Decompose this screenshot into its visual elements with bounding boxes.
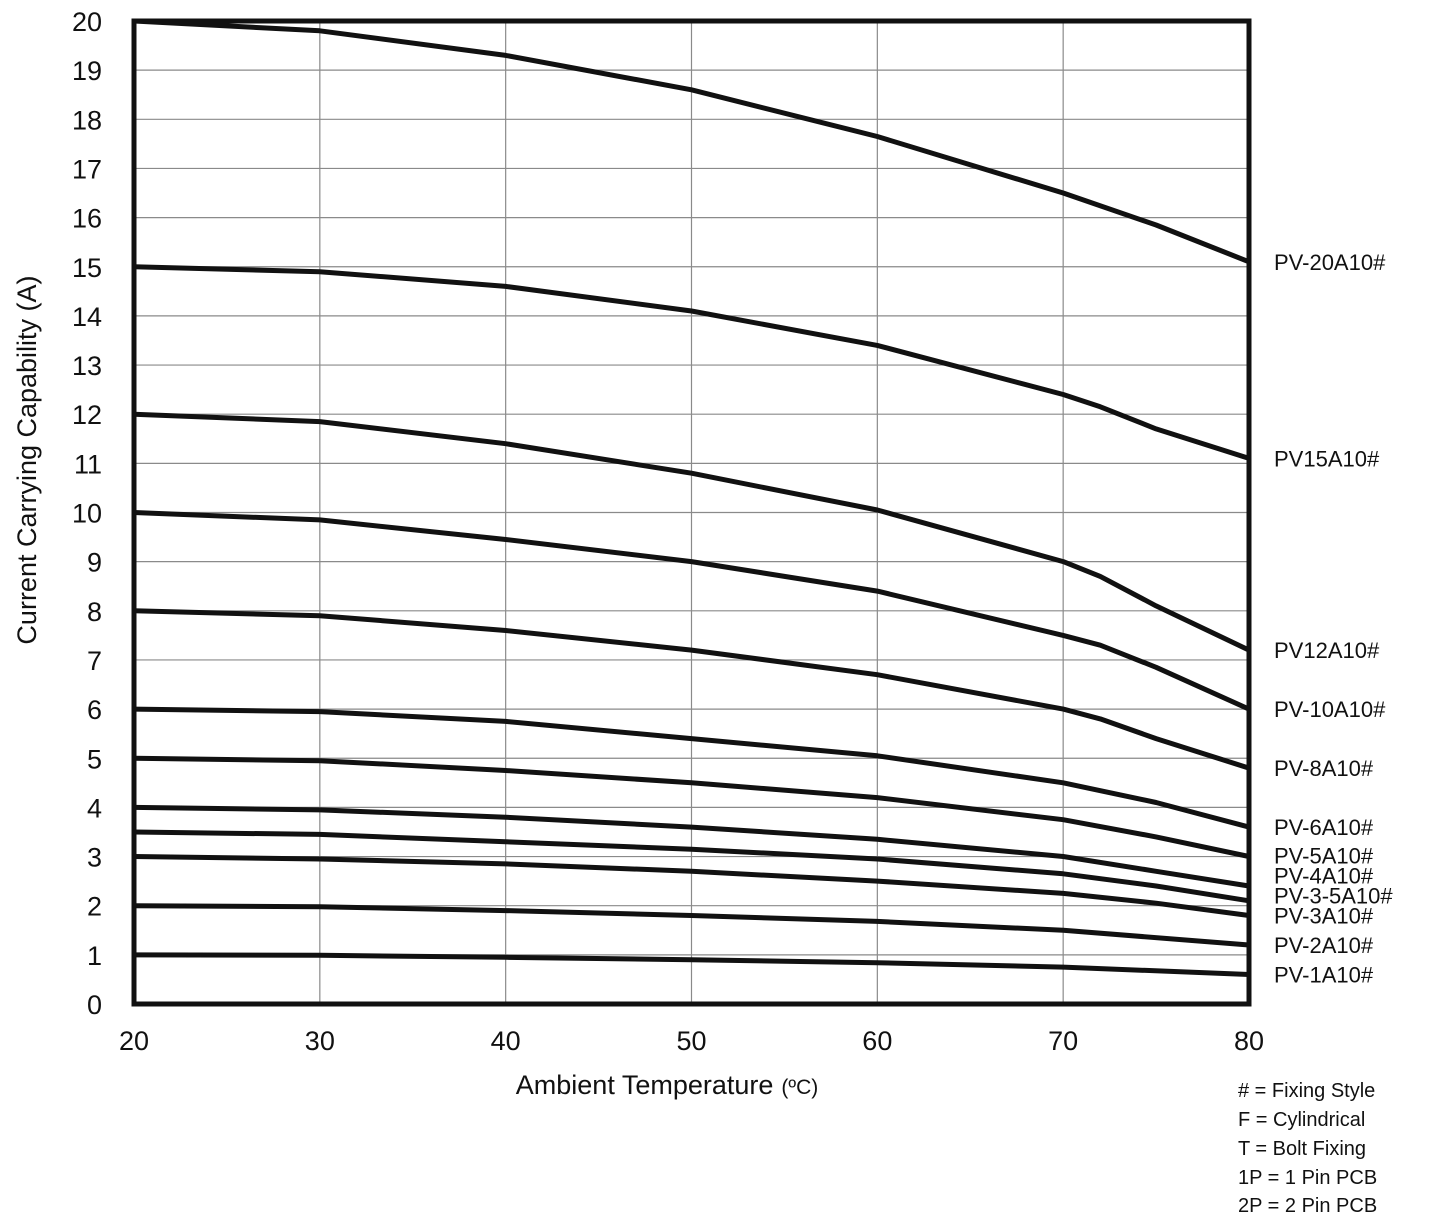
series-label: PV-10A10# [1274, 697, 1386, 722]
series-line [131, 706, 1252, 830]
y-tick-label: 1 [87, 941, 102, 971]
series-label: PV-20A10# [1274, 250, 1386, 275]
series-lines [131, 18, 1252, 977]
y-tick-label: 13 [72, 351, 102, 381]
x-axis-title-text: Ambient Temperature [516, 1070, 774, 1100]
y-tick-label: 12 [72, 400, 102, 430]
y-tick-label: 10 [72, 499, 102, 529]
series-label: PV-4A10# [1274, 864, 1374, 889]
y-tick-label: 20 [72, 7, 102, 37]
series-label: PV-8A10# [1274, 756, 1374, 781]
x-axis-unit: (ºC) [781, 1076, 818, 1099]
y-tick-label: 18 [72, 105, 102, 135]
series-line [131, 18, 1252, 265]
y-tick-label: 3 [87, 843, 102, 873]
series-line [131, 854, 1252, 918]
x-tick-label: 50 [676, 1026, 706, 1056]
x-axis-title: Ambient Temperature (ºC) [516, 1070, 818, 1100]
y-tick-label: 15 [72, 253, 102, 283]
x-tick-labels: 20 30 40 50 60 70 80 [119, 1026, 1264, 1056]
note-line: 1P = 1 Pin PCB [1238, 1167, 1377, 1189]
y-tick-label: 9 [87, 548, 102, 578]
series-line [131, 608, 1252, 771]
y-tick-label: 8 [87, 597, 102, 627]
y-tick-label: 17 [72, 154, 102, 184]
note-line: 2P = 2 Pin PCB [1238, 1195, 1377, 1216]
x-tick-label: 20 [119, 1026, 149, 1056]
x-tick-label: 70 [1048, 1026, 1078, 1056]
y-axis-title: Current Carrying Capability (A) [12, 275, 42, 644]
series-line [131, 903, 1252, 948]
x-tick-label: 40 [491, 1026, 521, 1056]
series-label: PV-1A10# [1274, 963, 1374, 988]
y-tick-label: 19 [72, 56, 102, 86]
series-line [131, 755, 1252, 859]
y-tick-label: 6 [87, 695, 102, 725]
notes-block: # = Fixing Style F = Cylindrical T = Bol… [1238, 1080, 1377, 1216]
series-labels: PV-1A10# PV-2A10# PV-3A10#PV-3-5A10#PV-4A1… [1274, 250, 1393, 988]
note-line: T = Bolt Fixing [1238, 1138, 1366, 1160]
series-label: PV-3-5A10# [1274, 884, 1393, 909]
y-tick-label: 5 [87, 744, 102, 774]
y-tick-label: 11 [74, 449, 102, 479]
series-label: PV15A10# [1274, 446, 1380, 471]
y-tick-label: 2 [87, 892, 102, 922]
series-line [131, 804, 1252, 889]
series-line [131, 952, 1252, 977]
note-line: F = Cylindrical [1238, 1109, 1365, 1131]
x-tick-label: 60 [862, 1026, 892, 1056]
y-tick-label: 7 [87, 646, 102, 676]
x-tick-label: 30 [305, 1026, 335, 1056]
note-line: # = Fixing Style [1238, 1080, 1375, 1102]
series-label: PV-5A10# [1274, 844, 1374, 869]
y-tick-label: 14 [72, 302, 102, 332]
series-label: PV-2A10# [1274, 933, 1374, 958]
series-line [131, 829, 1252, 904]
y-tick-label: 16 [72, 204, 102, 234]
series-label: PV-6A10# [1274, 815, 1374, 840]
series-line [131, 510, 1252, 712]
plot-frame [131, 18, 1252, 1007]
series-label: PV12A10# [1274, 638, 1380, 663]
series-line [131, 411, 1252, 653]
x-tick-label: 80 [1234, 1026, 1264, 1056]
series-label: PV-3A10# [1274, 904, 1374, 929]
y-tick-label: 4 [87, 793, 102, 823]
y-tick-label: 0 [87, 990, 102, 1020]
series-line [131, 264, 1252, 461]
